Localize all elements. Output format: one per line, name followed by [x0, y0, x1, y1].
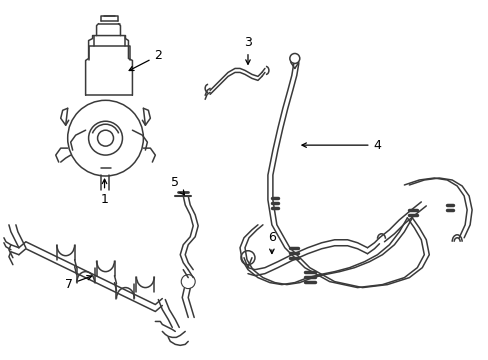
Text: 4: 4 [302, 139, 381, 152]
Text: 5: 5 [171, 176, 184, 195]
Text: 7: 7 [64, 275, 91, 291]
Text: 6: 6 [267, 231, 275, 253]
Text: 3: 3 [244, 36, 251, 64]
Text: 1: 1 [101, 179, 108, 206]
Text: 2: 2 [129, 49, 162, 71]
